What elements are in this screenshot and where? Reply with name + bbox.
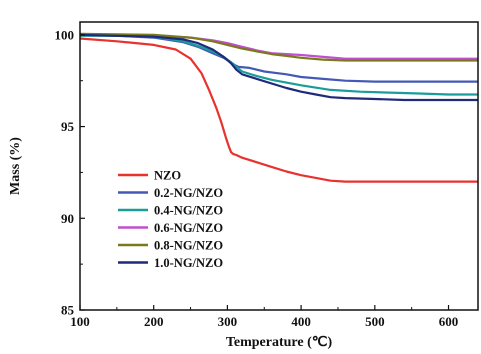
y-tick-label: 95 xyxy=(61,119,75,134)
x-tick-label: 300 xyxy=(218,314,238,329)
legend-label: NZO xyxy=(154,169,181,183)
legend-label: 0.4-NG/NZO xyxy=(154,204,223,218)
y-tick-label: 85 xyxy=(61,303,75,318)
series-line-1 xyxy=(79,37,478,183)
series-line-6 xyxy=(79,33,478,102)
series-line-5 xyxy=(79,32,478,62)
x-tick-label: 200 xyxy=(144,314,164,329)
legend-label: 0.2-NG/NZO xyxy=(154,186,223,200)
x-tick-label: 100 xyxy=(70,314,90,329)
series-layer xyxy=(79,32,478,183)
legend-label: 0.6-NG/NZO xyxy=(154,221,223,235)
series-line-3 xyxy=(80,34,478,96)
y-tick-label: 100 xyxy=(55,27,75,42)
legend-label: 0.8-NG/NZO xyxy=(154,239,223,253)
x-tick-label: 600 xyxy=(439,314,459,329)
x-tick-label: 500 xyxy=(365,314,385,329)
y-tick-label: 90 xyxy=(61,211,74,226)
plot-frame xyxy=(79,21,479,311)
x-tick-label: 400 xyxy=(291,314,311,329)
legend: NZO 0.2-NG/NZO 0.4-NG/NZO 0.6-NG/NZO 0.8-NG/… xyxy=(118,169,223,270)
y-axis-title: Mass (%) xyxy=(8,137,23,195)
ticks-layer: 100 200 300 400 500 600 85 90 95 100 xyxy=(55,27,459,329)
legend-label: 1.0-NG/NZO xyxy=(154,256,223,270)
x-axis-title: Temperature (℃) xyxy=(226,335,333,350)
